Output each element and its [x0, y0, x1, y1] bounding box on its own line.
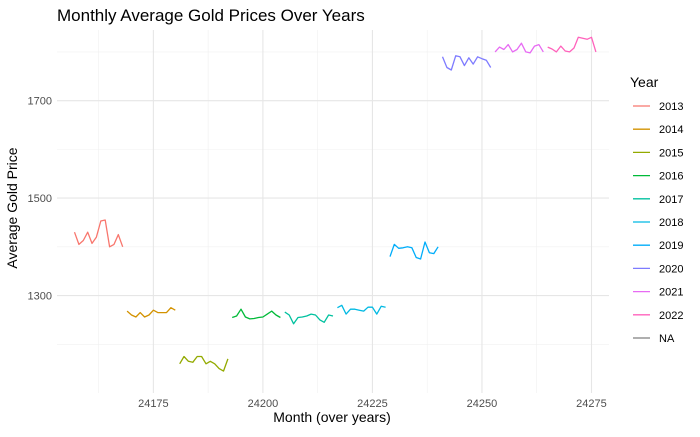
legend-label-2013: 2013: [659, 101, 683, 113]
x-tick-label: 24225: [357, 398, 388, 410]
legend-label-2015: 2015: [659, 147, 683, 159]
legend-item-2017: 2017: [633, 194, 683, 206]
series-line-2020: [441, 55, 492, 71]
legend-item-NA: NA: [633, 333, 675, 345]
legend-title: Year: [630, 74, 659, 90]
x-axis-title: Month (over years): [273, 409, 390, 425]
series-line-2016: [231, 308, 281, 320]
legend-label-2018: 2018: [659, 217, 683, 229]
legend-label-2020: 2020: [659, 263, 683, 275]
legend-item-2015: 2015: [633, 147, 683, 159]
y-axis-title: Average Gold Price: [4, 147, 20, 268]
legend-item-2020: 2020: [633, 263, 683, 275]
series-line-2019: [389, 241, 439, 260]
chart-title: Monthly Average Gold Prices Over Years: [57, 6, 365, 25]
series-line-2018: [337, 304, 386, 315]
series-line-2013: [73, 219, 124, 248]
x-tick-label: 24275: [576, 398, 607, 410]
series-line-2015: [179, 355, 229, 372]
legend-item-2013: 2013: [633, 101, 683, 113]
legend-item-2019: 2019: [633, 240, 683, 252]
series-line-2014: [126, 307, 176, 318]
legend-label-2016: 2016: [659, 171, 683, 183]
series-line-2022: [547, 36, 597, 53]
y-tick-label: 1700: [28, 96, 52, 108]
y-tick-label: 1500: [28, 193, 52, 205]
legend-label-2019: 2019: [659, 240, 683, 252]
legend: Year 2013 2014 2015 2016 2017 2018 2019 2020 202…: [630, 74, 683, 345]
legend-label-2022: 2022: [659, 310, 683, 322]
series-line-2017: [284, 311, 334, 325]
legend-label-2021: 2021: [659, 287, 683, 299]
legend-label-2017: 2017: [659, 194, 683, 206]
series-line-2021: [494, 42, 544, 54]
legend-item-2022: 2022: [633, 310, 683, 322]
x-tick-label: 24250: [467, 398, 498, 410]
y-tick-label: 1300: [28, 291, 52, 303]
legend-item-2018: 2018: [633, 217, 683, 229]
series-layer: [73, 36, 597, 372]
legend-label-2014: 2014: [659, 124, 683, 136]
legend-item-2014: 2014: [633, 124, 683, 136]
legend-label-NA: NA: [659, 333, 675, 345]
legend-item-2016: 2016: [633, 171, 683, 183]
x-tick-label: 24175: [138, 398, 169, 410]
grid-layer: [57, 30, 609, 393]
legend-item-2021: 2021: [633, 287, 683, 299]
axis-layer: 24175 24200 24225 24250 24275 1300 1500 1700: [28, 96, 607, 410]
legend-items: 2013 2014 2015 2016 2017 2018 2019 2020 2021 2022…: [633, 101, 683, 345]
x-tick-label: 24200: [248, 398, 279, 410]
